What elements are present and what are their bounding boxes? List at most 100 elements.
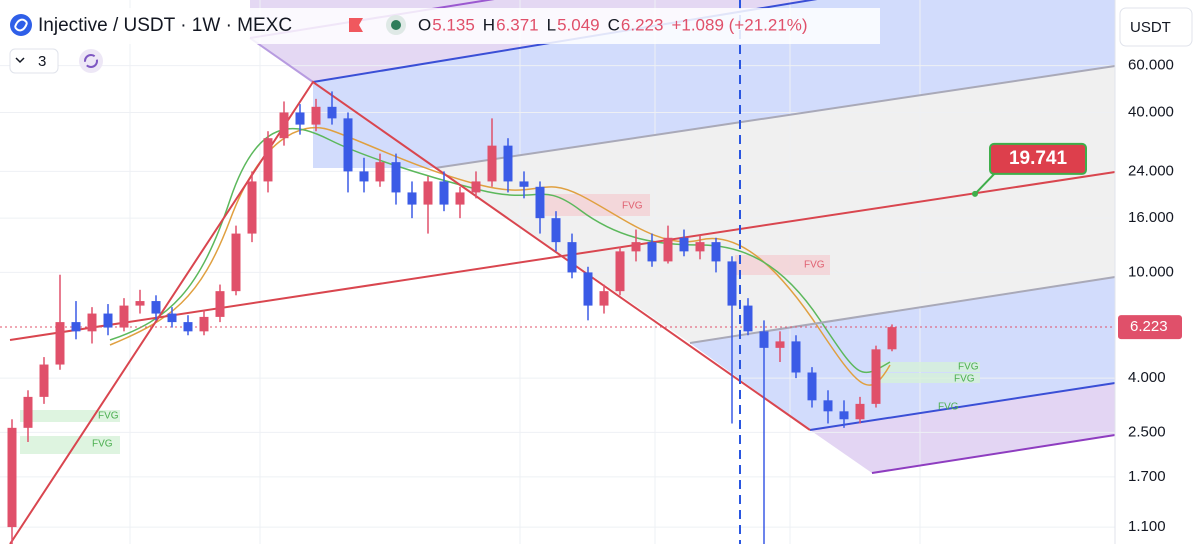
candle-body	[727, 261, 737, 306]
refresh-button[interactable]	[79, 49, 103, 73]
fork-band	[313, 0, 1115, 168]
candle-body	[711, 242, 721, 262]
candle-body	[311, 106, 321, 125]
candle-body	[263, 138, 273, 182]
ma-line	[109, 126, 891, 386]
candle-body	[183, 322, 193, 332]
candle-body	[823, 400, 833, 412]
candle-body	[839, 411, 849, 420]
candle-body	[455, 192, 465, 205]
candle-body	[119, 305, 129, 328]
target-dot	[972, 190, 978, 197]
candle-body	[215, 291, 225, 317]
y-tick-label: 4.000	[1128, 369, 1166, 386]
interval-count[interactable]: 3	[38, 53, 46, 70]
candle-body	[39, 364, 49, 397]
fvg-label: FVG	[622, 201, 643, 212]
y-tick-label: 24.000	[1128, 162, 1174, 179]
fvg-box	[880, 373, 980, 383]
fork-line	[434, 65, 1116, 169]
candle-body	[631, 242, 641, 252]
price-axis	[1115, 0, 1200, 544]
ohlc-value: 5.049	[557, 15, 600, 34]
flag[interactable]	[349, 18, 363, 32]
candle-body	[295, 112, 305, 125]
candle-body	[807, 372, 817, 401]
logo	[10, 14, 32, 36]
ma-line	[109, 127, 891, 374]
candle-body	[87, 313, 97, 332]
candle-body	[471, 181, 481, 193]
currency-button[interactable]	[1119, 7, 1193, 47]
candle-body	[359, 171, 369, 182]
candle-body	[407, 192, 417, 205]
ohlc-value: 6.371	[496, 15, 539, 34]
y-tick-label: 1.100	[1128, 518, 1166, 535]
fork-line	[249, 37, 314, 83]
fork-band	[810, 383, 1115, 473]
candle-body	[327, 106, 337, 119]
candle-body	[679, 237, 689, 252]
ohlc-key: C	[608, 15, 620, 34]
candle-body	[247, 181, 257, 234]
price-change: +1.089 (+21.21%)	[671, 15, 807, 34]
candle-body	[759, 331, 769, 348]
fork-band	[690, 277, 1115, 430]
ohlc-value: 5.135	[432, 15, 475, 34]
ohlc-key: H	[483, 15, 495, 34]
fvg-label: FVG	[98, 411, 119, 422]
candle-body	[135, 301, 145, 306]
candle-body	[423, 181, 433, 205]
fvg-box	[20, 436, 120, 454]
candle-body	[23, 396, 33, 428]
candle-body	[279, 112, 289, 139]
last-price-label: 6.223	[1130, 318, 1168, 335]
fork-band	[435, 66, 1115, 343]
logo-mark	[14, 18, 28, 32]
symbol-title[interactable]: Injective / USDT · 1W · MEXC	[38, 15, 292, 36]
target-box	[989, 142, 1087, 175]
candle-body	[647, 242, 657, 262]
candle-body	[199, 316, 209, 332]
fork-line	[871, 434, 1116, 474]
interval-button[interactable]	[9, 48, 59, 74]
candle-body	[615, 251, 625, 292]
candle-body	[71, 322, 81, 332]
header-bg	[0, 8, 880, 44]
candle-body	[551, 218, 561, 243]
currency[interactable]: USDT	[1130, 19, 1171, 36]
fvg-box	[880, 362, 980, 372]
candle-body	[567, 242, 577, 273]
candle-body	[167, 313, 177, 323]
candle-body	[55, 322, 65, 365]
candle-body	[519, 181, 529, 187]
candle-body	[775, 341, 785, 348]
candle-body	[343, 118, 353, 172]
candle-body	[663, 237, 673, 262]
y-tick-label: 60.000	[1128, 57, 1174, 74]
status-dot	[391, 20, 401, 30]
candle-body	[743, 305, 753, 332]
fvg-label: FVG	[958, 362, 979, 373]
fvg-label: FVG	[938, 402, 959, 413]
candle-body	[855, 403, 865, 420]
candle-body	[887, 327, 897, 350]
candle-body	[7, 427, 17, 528]
chevron	[15, 57, 25, 64]
last-price-tag	[1118, 315, 1182, 340]
fvg-label: FVG	[92, 439, 113, 450]
candle-body	[695, 242, 705, 252]
candle-body	[439, 181, 449, 205]
candle-body	[375, 162, 385, 182]
ohlc-key: L	[547, 15, 556, 34]
candle-body	[103, 313, 113, 328]
candle-body	[151, 301, 161, 314]
candle-body	[391, 162, 401, 193]
y-tick-label: 2.500	[1128, 423, 1166, 440]
target-label: 19.741	[1009, 148, 1068, 169]
y-tick-label: 1.700	[1128, 468, 1166, 485]
candle-body	[535, 186, 545, 219]
candle-body	[583, 272, 593, 306]
